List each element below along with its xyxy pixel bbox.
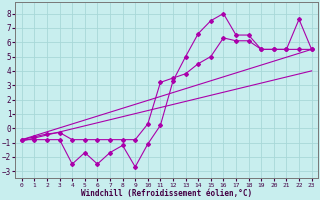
X-axis label: Windchill (Refroidissement éolien,°C): Windchill (Refroidissement éolien,°C) — [81, 189, 252, 198]
